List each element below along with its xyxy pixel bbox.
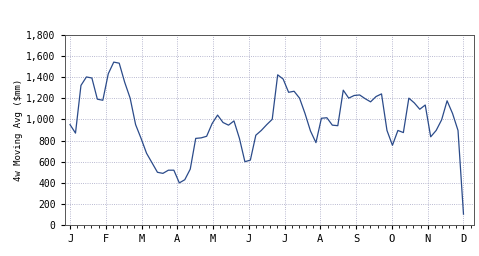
Y-axis label: 4w Moving Avg ($mm): 4w Moving Avg ($mm) xyxy=(14,79,23,181)
Text: Municipal Funds: Municipal Funds xyxy=(176,8,303,22)
